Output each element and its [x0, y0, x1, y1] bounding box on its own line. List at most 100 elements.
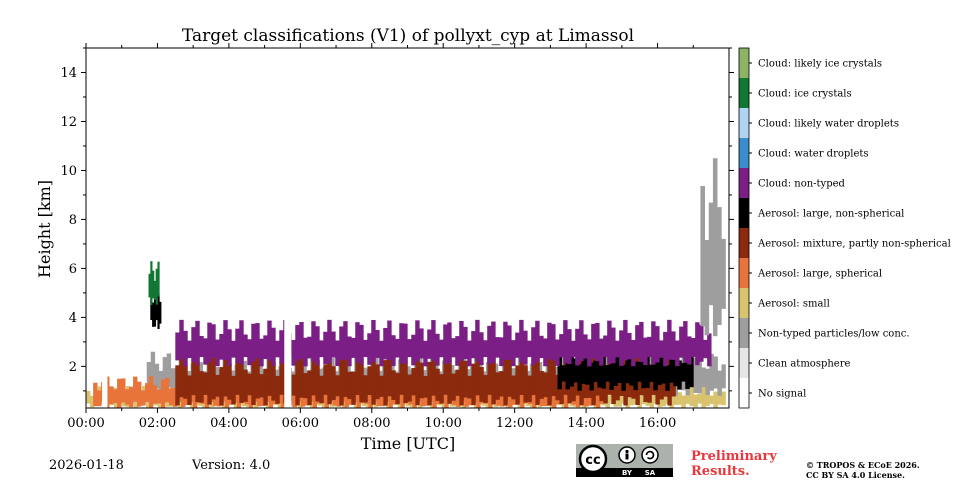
class-cell	[216, 388, 222, 407]
class-cell	[467, 375, 472, 399]
legend-swatch	[739, 138, 749, 169]
class-cell	[499, 337, 504, 367]
class-cell	[191, 359, 196, 396]
legend-label: Aerosol: large, non-spherical	[757, 209, 904, 220]
class-cell	[267, 352, 272, 396]
class-cell	[491, 354, 496, 405]
class-cell	[146, 362, 152, 389]
legend-swatch	[739, 198, 749, 229]
class-cell	[231, 340, 236, 358]
class-cell	[699, 324, 704, 362]
class-cell	[327, 351, 332, 405]
class-cell	[251, 323, 256, 362]
class-cell	[343, 321, 348, 360]
class-cell	[599, 338, 604, 366]
class-cell	[613, 344, 618, 386]
class-cell	[383, 327, 388, 360]
class-cell	[565, 353, 570, 390]
class-cell	[247, 373, 252, 396]
class-cell	[591, 323, 596, 359]
legend-swatch	[739, 378, 749, 409]
class-cell	[649, 364, 654, 382]
class-cell	[307, 370, 312, 406]
class-cell	[713, 391, 718, 408]
class-cell	[159, 301, 162, 324]
class-cell	[260, 389, 266, 406]
class-cell	[683, 321, 688, 363]
class-cell	[503, 321, 508, 360]
class-cell	[158, 370, 164, 392]
class-cell	[551, 357, 556, 397]
class-cell	[411, 368, 416, 396]
class-cell	[552, 387, 557, 408]
class-cell	[243, 369, 248, 402]
class-cell	[295, 325, 300, 361]
class-cell	[605, 365, 610, 382]
class-cell	[431, 352, 436, 396]
class-cell	[708, 202, 714, 306]
class-cell	[519, 319, 524, 363]
class-cell	[597, 345, 602, 388]
class-cell	[643, 337, 648, 366]
class-cell	[700, 186, 705, 327]
class-cell	[187, 340, 192, 359]
class-cell	[371, 351, 376, 405]
class-cell	[615, 375, 620, 401]
x-tick-label: 04:00	[210, 416, 247, 431]
class-cell	[463, 360, 468, 398]
class-cell	[609, 355, 614, 390]
class-cell	[669, 351, 674, 383]
class-cell	[704, 240, 710, 336]
class-cell	[655, 326, 660, 363]
class-cell	[86, 390, 91, 404]
sa-text: SA	[645, 469, 656, 477]
class-cell	[113, 389, 118, 403]
class-cell	[375, 364, 380, 400]
class-cell	[415, 351, 420, 406]
class-cell	[239, 320, 244, 365]
class-cell	[291, 374, 296, 396]
class-cell	[523, 365, 528, 403]
y-tick-label: 4	[69, 311, 77, 326]
class-cell	[152, 270, 155, 299]
class-cell	[385, 395, 391, 408]
class-cell	[319, 375, 324, 404]
class-cell	[153, 280, 157, 300]
legend-colorbar: Cloud: likely ice crystals Cloud: ice cry…	[738, 47, 951, 409]
x-tick-label: 06:00	[282, 416, 319, 431]
class-cell	[221, 395, 227, 408]
class-cell	[339, 358, 344, 406]
class-cell	[391, 335, 396, 367]
class-cell	[621, 364, 626, 391]
legend-label: Cloud: non-typed	[758, 179, 846, 190]
class-cell	[499, 371, 504, 397]
class-cell	[707, 333, 712, 367]
x-axis-label: Time [UTC]	[361, 434, 455, 453]
class-cell	[315, 360, 320, 402]
class-cell	[721, 364, 726, 389]
class-cell	[687, 336, 692, 365]
class-cell	[701, 367, 706, 388]
class-cell	[275, 340, 280, 358]
class-cell	[267, 320, 272, 361]
legend-swatch	[739, 318, 749, 349]
class-cell	[153, 385, 158, 404]
class-cell	[347, 336, 352, 367]
class-cell	[495, 337, 500, 358]
legend-swatch	[739, 228, 749, 259]
class-cell	[653, 356, 658, 391]
class-cell	[311, 321, 316, 362]
class-cell	[175, 365, 180, 406]
class-cell	[379, 375, 384, 397]
class-cell	[523, 330, 528, 365]
class-cell	[263, 368, 268, 406]
class-cell	[431, 320, 436, 361]
class-cell	[447, 355, 452, 404]
x-tick-label: 08:00	[353, 416, 390, 431]
y-axis-label: Height [km]	[35, 180, 54, 278]
class-cell	[555, 339, 560, 366]
x-tick-label: 16:00	[639, 416, 676, 431]
data-gap	[102, 48, 108, 408]
class-cell	[156, 389, 162, 404]
class-cell	[148, 273, 151, 298]
